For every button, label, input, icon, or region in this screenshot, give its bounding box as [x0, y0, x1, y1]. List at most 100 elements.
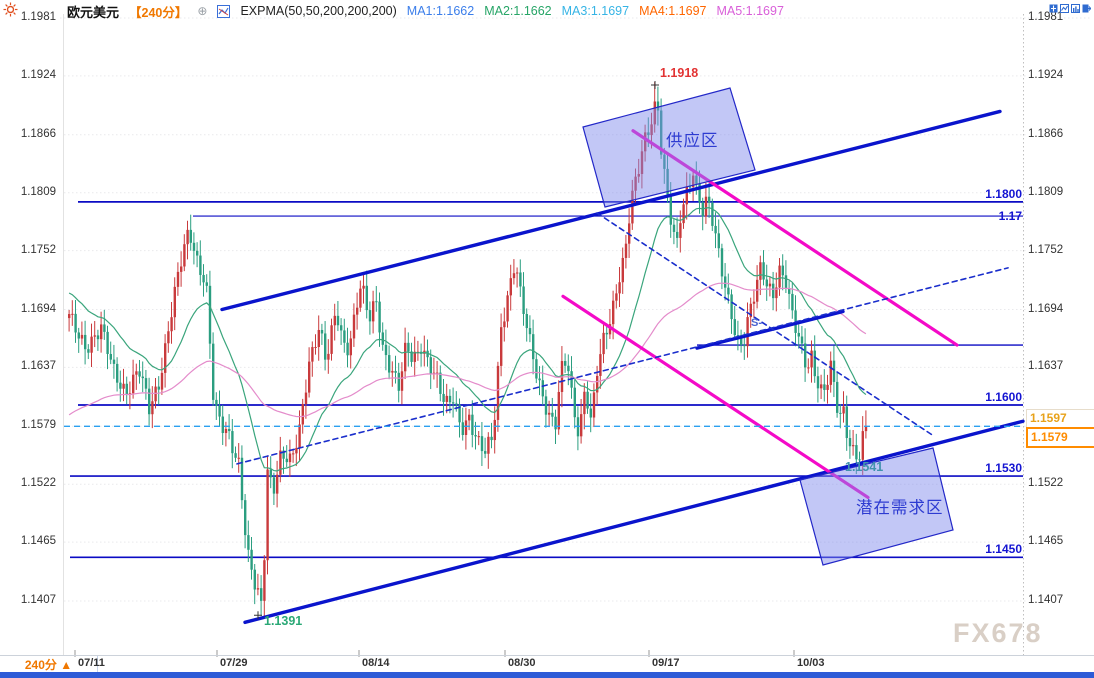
candle-body	[429, 357, 432, 375]
candle-body	[797, 332, 800, 337]
candle-body	[250, 549, 253, 570]
major-low-price-label: 1.1391	[264, 614, 303, 628]
price-level-label: 1.1600	[985, 389, 1022, 404]
candle-body	[500, 327, 503, 366]
candle-body	[263, 560, 266, 601]
candle-body	[589, 408, 592, 418]
candle-body	[829, 360, 832, 385]
candle-body	[586, 391, 589, 409]
candle-body	[301, 403, 304, 425]
candle-body	[256, 588, 260, 590]
candle-body	[592, 392, 596, 418]
candle-body	[768, 283, 772, 287]
candle-body	[708, 196, 711, 203]
candle-body	[320, 329, 324, 334]
candle-body	[480, 436, 484, 452]
candle-body	[356, 307, 359, 315]
y-axis-label-right: 1.1637	[1028, 360, 1064, 373]
candle-body	[618, 282, 621, 294]
collapse-icon[interactable]: ⊕	[197, 4, 208, 18]
y-axis-label-left: 1.1866	[20, 127, 56, 140]
bottom-scrollbar[interactable]	[0, 672, 1094, 678]
candle-body	[826, 384, 829, 390]
candle-body	[468, 414, 471, 421]
forward-icon[interactable]	[1082, 3, 1091, 14]
y-axis-label-left: 1.1809	[20, 185, 56, 198]
candle-body	[247, 535, 250, 550]
candle-body	[788, 288, 791, 294]
candle-body	[378, 301, 381, 333]
candle-body	[669, 194, 672, 225]
candle-body	[612, 300, 615, 325]
chart-header: 欧元美元 【240分】 ⊕ EXPMA(50,50,200,200,200) M…	[67, 2, 784, 20]
candle-body	[260, 588, 263, 601]
candle-body	[727, 287, 730, 295]
candle-body	[682, 204, 685, 224]
candle-body	[845, 406, 848, 439]
y-axis-label-left: 1.1694	[20, 302, 56, 315]
bar-chart-icon[interactable]	[1071, 3, 1080, 14]
overlay-chart-icon[interactable]	[1060, 3, 1069, 14]
x-axis-date-label: 09/17	[652, 657, 680, 669]
candle-body	[148, 388, 151, 415]
candle-body	[522, 286, 525, 315]
trendline-upper-channel	[220, 109, 1002, 312]
y-axis-label-left: 1.1465	[20, 535, 56, 548]
trendline-mid-support	[695, 309, 845, 350]
x-axis-date-label: 07/11	[78, 657, 105, 669]
candle-body	[746, 317, 749, 347]
candle-body	[218, 405, 221, 417]
candle-body	[276, 474, 279, 494]
y-axis-label-left: 1.1522	[20, 477, 56, 490]
symbol-name: 欧元美元	[67, 4, 120, 20]
candle-body	[765, 279, 768, 287]
candle-body	[314, 347, 317, 349]
ma3-value: MA3:1.1697	[561, 4, 630, 18]
candle-body	[724, 276, 727, 288]
candle-body	[90, 336, 93, 353]
candle-body	[650, 124, 653, 136]
candle-body	[820, 384, 823, 389]
ma4-value: MA4:1.1697	[639, 4, 707, 18]
candle-body	[269, 469, 272, 478]
sun-icon	[3, 2, 18, 17]
candle-body	[842, 406, 845, 414]
candle-body	[573, 387, 576, 418]
candle-body	[503, 321, 506, 328]
candle-body	[84, 334, 87, 350]
candle-body	[407, 342, 410, 352]
candle-body	[196, 250, 199, 256]
candle-body	[359, 288, 362, 308]
candle-body	[752, 301, 756, 304]
candle-body	[77, 332, 80, 339]
candle-body	[493, 419, 496, 441]
footer-divider	[0, 655, 1094, 656]
candle-body	[100, 324, 103, 340]
candle-body	[823, 384, 826, 390]
x-axis-date-label: 10/03	[797, 657, 825, 669]
candle-body	[740, 335, 743, 345]
candle-body	[253, 569, 256, 590]
candle-body	[311, 347, 314, 362]
candle-body	[340, 325, 343, 331]
candle-body	[141, 376, 144, 379]
timeframe-selector[interactable]: 240分 ▲	[0, 656, 98, 672]
candle-body	[554, 416, 557, 430]
indicator-label: EXPMA(50,50,200,200,200)	[240, 4, 397, 18]
candle-body	[413, 351, 416, 362]
candle-body	[855, 445, 858, 460]
candle-body	[442, 393, 445, 402]
candle-body	[624, 243, 628, 258]
candle-body	[487, 436, 490, 454]
candle-body	[762, 262, 765, 280]
candle-body	[496, 365, 500, 420]
pan-icon[interactable]	[1049, 3, 1058, 14]
y-axis-label-right: 1.1752	[1028, 243, 1064, 256]
candle-body	[852, 445, 855, 447]
candle-body	[749, 303, 752, 318]
candle-body	[192, 242, 196, 251]
swing-low-price-label: 1.1541	[845, 460, 884, 474]
candle-body	[676, 231, 679, 238]
trendline-dashed-falling	[596, 212, 934, 437]
